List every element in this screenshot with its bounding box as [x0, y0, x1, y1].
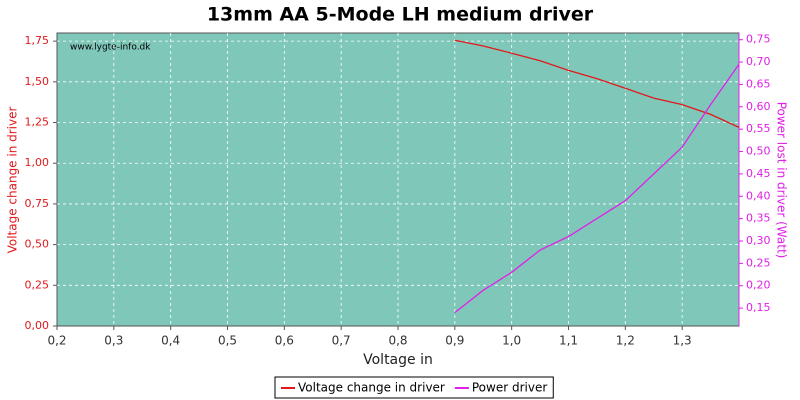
y2-tick-label: 0,45 [746, 167, 771, 180]
y2-tick-label: 0,35 [746, 212, 771, 225]
y2-tick-label: 0,65 [746, 77, 771, 90]
y-tick-label: 1,75 [25, 34, 50, 47]
x-tick-label: 0,6 [275, 334, 294, 348]
x-tick-label: 1,3 [673, 334, 692, 348]
y2-tick-label: 0,70 [746, 55, 771, 68]
x-tick-label: 1,1 [559, 334, 578, 348]
y2-axis-label: Power lost in driver (Watt) [775, 102, 789, 259]
x-axis-label: Voltage in [363, 352, 433, 368]
y2-tick-label: 0,40 [746, 189, 771, 202]
chart-title: 13mm AA 5-Mode LH medium driver [207, 4, 594, 26]
y-tick-label: 1,25 [25, 116, 50, 129]
x-tick-label: 0,2 [47, 334, 66, 348]
y2-tick-label: 0,55 [746, 122, 771, 135]
x-tick-label: 0,5 [218, 334, 237, 348]
legend-label: Voltage change in driver [298, 381, 445, 395]
legend [274, 376, 554, 399]
y2-tick-label: 0,50 [746, 145, 771, 158]
watermark: www.lygte-info.dk [70, 43, 151, 53]
series-line [454, 63, 740, 314]
x-tick-label: 1,0 [502, 334, 521, 348]
y2-tick-label: 0,25 [746, 256, 771, 269]
x-tick-label: 0,9 [445, 334, 464, 348]
y-axis-label: Voltage change in driver [6, 107, 20, 254]
y-tick-label: 1,50 [25, 75, 50, 88]
x-tick-label: 0,7 [332, 334, 351, 348]
x-tick-label: 1,2 [616, 334, 635, 348]
y2-tick-label: 0,60 [746, 100, 771, 113]
y-tick-label: 1,00 [25, 156, 50, 169]
legend-label: Power driver [472, 381, 547, 395]
series-line [454, 39, 740, 128]
y2-tick-label: 0,75 [746, 33, 771, 46]
y2-tick-label: 0,15 [746, 301, 771, 314]
y-tick-label: 0,00 [25, 319, 50, 332]
x-tick-label: 0,3 [104, 334, 123, 348]
x-tick-label: 0,4 [161, 334, 180, 348]
y2-tick-label: 0,30 [746, 234, 771, 247]
y-tick-label: 0,75 [25, 197, 50, 210]
y-tick-label: 0,25 [25, 278, 50, 291]
y2-tick-label: 0,20 [746, 279, 771, 292]
x-tick-label: 0,8 [388, 334, 407, 348]
y-tick-label: 0,50 [25, 238, 50, 251]
